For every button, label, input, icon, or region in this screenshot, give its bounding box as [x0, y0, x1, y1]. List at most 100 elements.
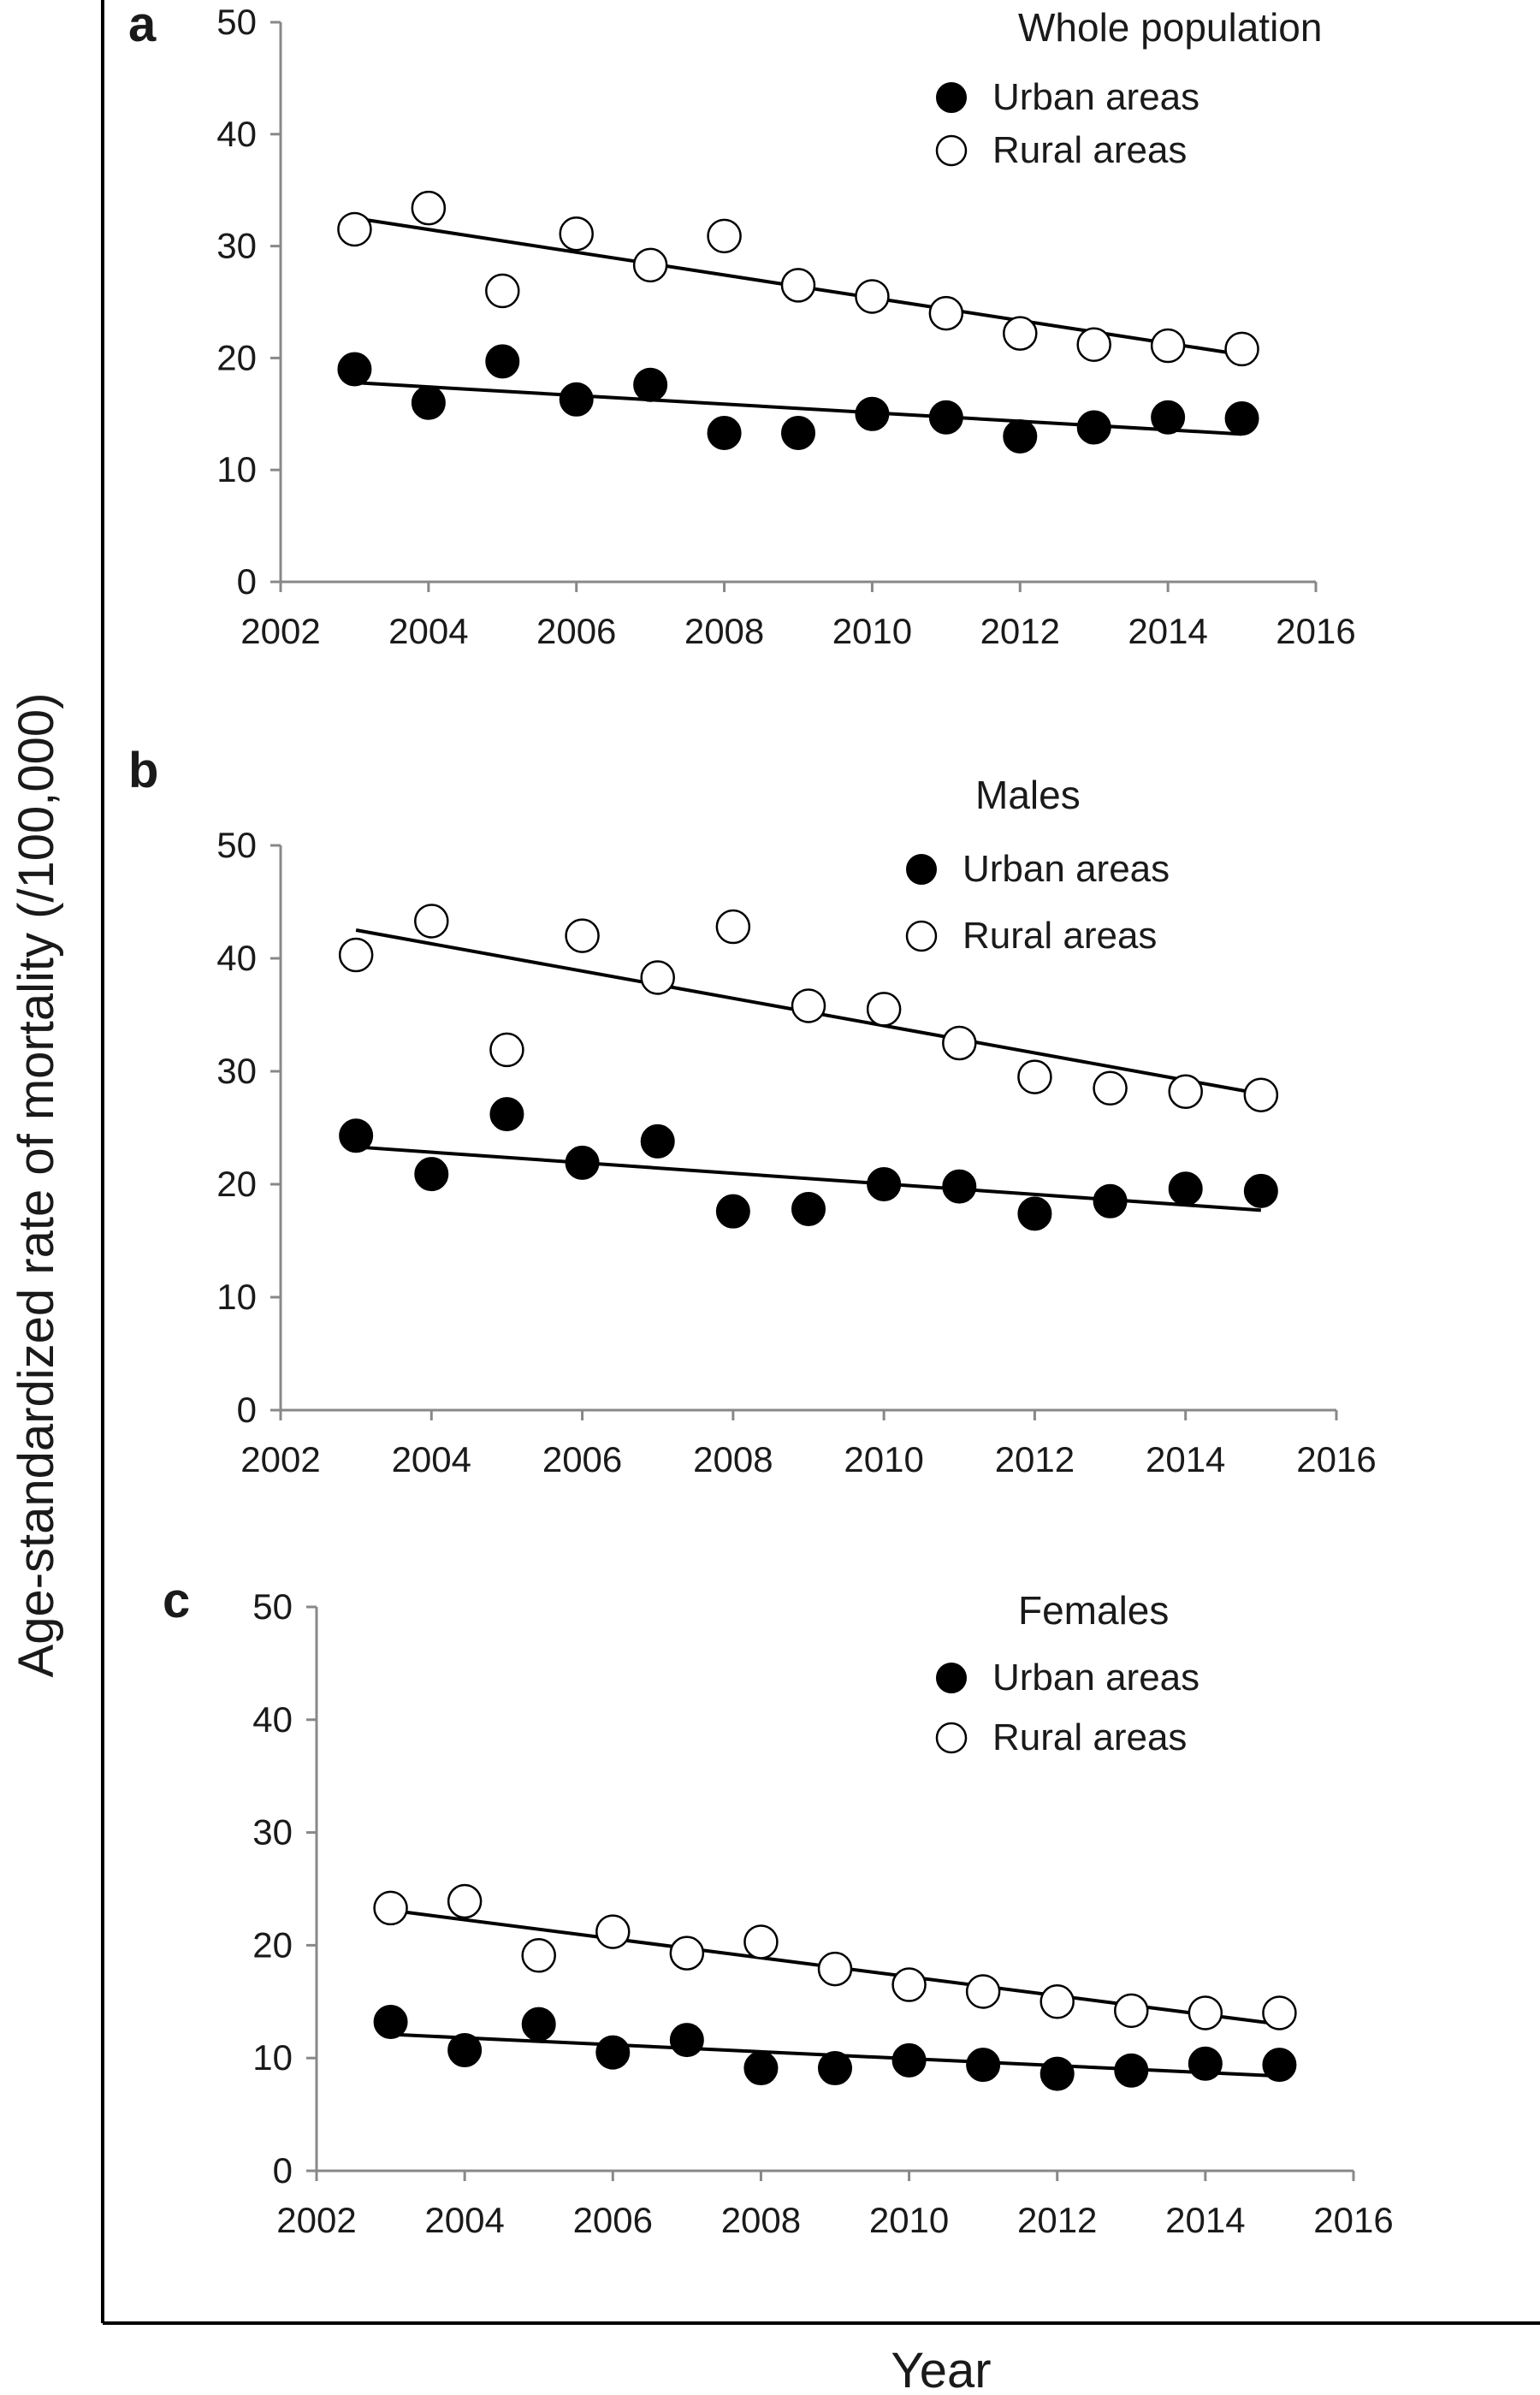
urban-point — [373, 2005, 408, 2040]
legend-urban-marker — [906, 854, 937, 885]
rural-point — [595, 1914, 631, 1949]
urban-point — [1188, 2046, 1223, 2081]
legend-rural-marker — [935, 1722, 968, 1754]
y-tick-label: 40 — [216, 938, 257, 978]
y-tick-label: 50 — [216, 825, 257, 865]
legend-rural-label: Rural areas — [992, 129, 1187, 171]
y-tick-label: 0 — [237, 561, 257, 602]
x-tick-label: 2004 — [424, 2200, 504, 2240]
x-tick-label: 2008 — [693, 1439, 773, 1479]
y-tick-label: 20 — [252, 1924, 293, 1965]
rural-point — [1224, 331, 1259, 367]
urban-point — [928, 400, 963, 435]
rural-point — [411, 190, 447, 226]
urban-point — [707, 416, 742, 451]
x-tick-label: 2010 — [869, 2200, 949, 2240]
urban-point — [966, 2048, 1001, 2083]
y-tick-label: 0 — [273, 2150, 293, 2190]
urban-point — [855, 396, 890, 431]
urban-point — [743, 2051, 779, 2086]
y-tick-label: 40 — [216, 114, 257, 154]
urban-point — [339, 1118, 374, 1153]
rural-point — [1040, 1984, 1075, 2019]
rural-point — [632, 247, 668, 283]
x-tick-label: 2010 — [844, 1439, 923, 1479]
urban-point — [1262, 2048, 1297, 2083]
legend-rural-label: Rural areas — [962, 915, 1157, 957]
rural-point — [715, 909, 751, 945]
urban-point — [640, 1123, 675, 1159]
legend-rural-marker — [935, 134, 968, 167]
x-tick-label: 2012 — [1017, 2200, 1097, 2240]
urban-point — [1224, 401, 1259, 436]
urban-point — [791, 1192, 826, 1227]
panel-title: Females — [1018, 1588, 1169, 1633]
rural-point — [1168, 1074, 1203, 1110]
panel-title: Males — [975, 773, 1081, 817]
x-tick-label: 2006 — [542, 1439, 622, 1479]
x-tick-label: 2014 — [1146, 1439, 1225, 1479]
urban-point — [411, 385, 446, 420]
urban-point — [1017, 1196, 1052, 1231]
y-tick-label: 50 — [252, 1586, 293, 1627]
rural-point — [942, 1025, 977, 1061]
urban-point — [565, 1145, 600, 1180]
x-tick-label: 2008 — [684, 611, 764, 651]
rural-point — [489, 1032, 524, 1068]
panel-b: 0 10 20 30 40 50 2002 2004 2006 2008 2010 2012 2014 2… — [128, 743, 1377, 1479]
urban-point — [1168, 1171, 1203, 1206]
legend: Urban areas Rural areas — [935, 1657, 1199, 1758]
rural-point — [414, 904, 449, 939]
y-tick-label: 10 — [252, 2037, 293, 2078]
panel-letter: a — [128, 0, 157, 52]
urban-point — [595, 2035, 631, 2070]
urban-point — [489, 1097, 524, 1132]
urban-point — [942, 1169, 977, 1204]
panel-a: 0 10 20 30 40 50 2002 2004 2006 2008 2010 2012 2014 2… — [128, 0, 1356, 651]
urban-point — [1040, 2056, 1075, 2091]
legend-rural-marker — [905, 920, 938, 952]
x-tick-label: 2016 — [1313, 2200, 1393, 2240]
y-tick-label: 10 — [216, 449, 257, 489]
y-tick-label: 50 — [216, 2, 257, 42]
y-tick-label: 20 — [216, 337, 257, 377]
x-tick-label: 2012 — [995, 1439, 1075, 1479]
rural-point — [965, 1974, 1001, 2009]
rural-point — [891, 1967, 927, 2002]
rural-point — [447, 1883, 483, 1919]
panel-title: Whole population — [1018, 5, 1322, 50]
urban-point — [669, 2023, 704, 2058]
rural-point — [1076, 327, 1111, 362]
rural-point — [855, 279, 890, 314]
legend: Urban areas Rural areas — [905, 848, 1170, 957]
x-tick-label: 2014 — [1128, 611, 1207, 651]
rural-point — [780, 268, 816, 303]
x-tick-label: 2002 — [276, 2200, 356, 2240]
urban-point — [1151, 400, 1186, 435]
legend-urban-marker — [936, 1663, 967, 1693]
urban-point — [559, 382, 594, 417]
rural-point — [669, 1936, 705, 1971]
urban-point — [1243, 1173, 1278, 1208]
urban-point — [521, 2007, 556, 2042]
legend-urban-label: Urban areas — [992, 76, 1199, 118]
rural-point — [743, 1924, 779, 1959]
rural-point — [1262, 1995, 1297, 2030]
y-tick-label: 40 — [252, 1699, 293, 1740]
panel-letter: c — [163, 1573, 190, 1628]
urban-point — [891, 2042, 927, 2078]
rural-point — [1093, 1070, 1128, 1106]
x-tick-label: 2010 — [832, 611, 912, 651]
rural-point — [791, 988, 826, 1023]
rural-point — [485, 273, 520, 309]
y-tick-label: 30 — [216, 1051, 257, 1091]
x-tick-label: 2006 — [536, 611, 616, 651]
x-tick-label: 2004 — [392, 1439, 471, 1479]
urban-point — [715, 1194, 750, 1229]
urban-point — [818, 2051, 852, 2086]
x-tick-label: 2012 — [980, 611, 1060, 651]
x-tick-label: 2014 — [1165, 2200, 1245, 2240]
